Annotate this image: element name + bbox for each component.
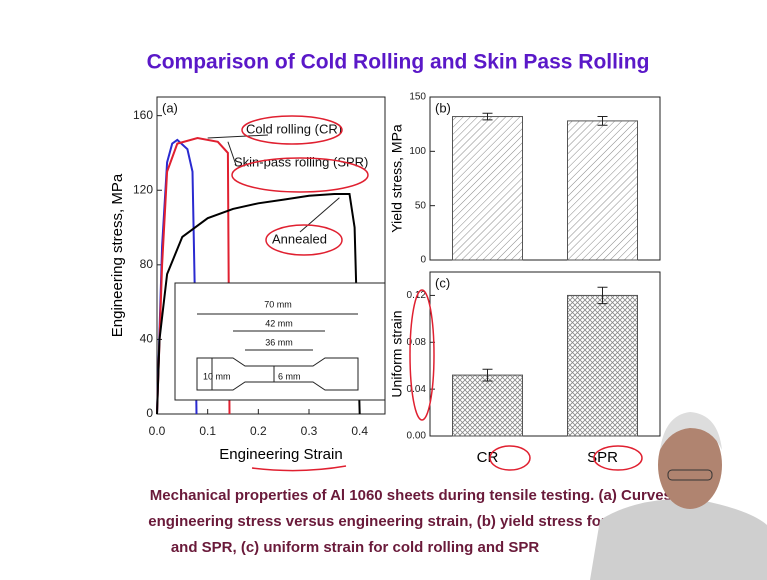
- y-tick-label: 0.04: [407, 384, 427, 395]
- dim-label: 10 mm: [203, 371, 231, 381]
- y-tick-label: 150: [409, 92, 426, 103]
- y-tick-label: 0: [420, 255, 426, 266]
- y-axis-label: Uniform strain: [389, 310, 405, 397]
- y-axis-label: Yield stress, MPa: [389, 124, 405, 233]
- y-tick-label: 50: [415, 200, 427, 211]
- y-tick-label: 0.00: [407, 431, 427, 442]
- x-axis-label: Engineering Strain: [219, 446, 342, 463]
- series-label: Cold rolling (CR): [246, 121, 342, 136]
- x-tick-label: 0.0: [149, 424, 166, 438]
- bar: [568, 121, 638, 260]
- x-tick-label: 0.4: [351, 424, 368, 438]
- bar: [568, 295, 638, 436]
- y-tick-label: 120: [133, 182, 153, 196]
- panel-label: (a): [162, 100, 178, 115]
- y-tick-label: 40: [140, 332, 154, 346]
- dim-label: 70 mm: [264, 299, 292, 309]
- y-tick-label: 80: [140, 257, 154, 271]
- x-tick-label: 0.3: [301, 424, 318, 438]
- caption-line: Mechanical properties of Al 1060 sheets …: [150, 487, 691, 504]
- dim-label: 36 mm: [265, 337, 293, 347]
- y-axis-label: Engineering stress, MPa: [109, 173, 126, 337]
- x-tick-label: 0.2: [250, 424, 267, 438]
- panel-label: (b): [435, 100, 451, 115]
- y-tick-label: 100: [409, 146, 426, 157]
- bar: [453, 375, 523, 436]
- bar: [453, 117, 523, 260]
- x-tick-label: 0.1: [199, 424, 216, 438]
- y-tick-label: 160: [133, 108, 153, 122]
- caption-line: and SPR, (c) uniform strain for cold rol…: [171, 539, 540, 556]
- dim-label: 6 mm: [278, 371, 301, 381]
- x-tick-label: CR: [477, 449, 499, 466]
- slide: Comparison of Cold Rolling and Skin Pass…: [0, 0, 767, 580]
- inset-diagram: 70 mm 42 mm 36 mm 10 mm 6 mm: [175, 283, 385, 400]
- slide-title: Comparison of Cold Rolling and Skin Pass…: [147, 51, 650, 74]
- series-label: Annealed: [272, 231, 327, 246]
- dim-label: 42 mm: [265, 318, 293, 328]
- x-tick-label: SPR: [587, 449, 618, 466]
- panel-label: (c): [435, 275, 450, 290]
- y-tick-label: 0: [146, 406, 153, 420]
